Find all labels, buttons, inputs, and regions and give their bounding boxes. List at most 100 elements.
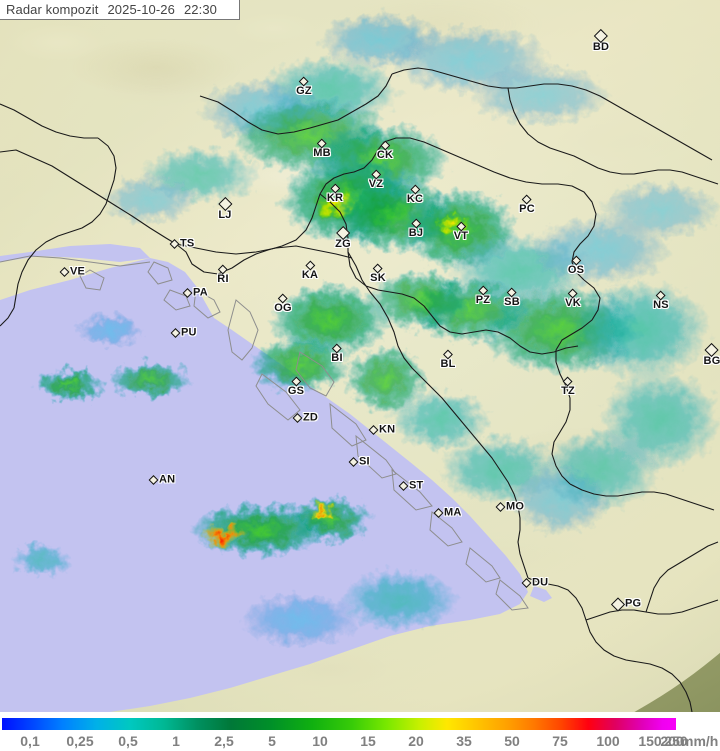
echo-cell	[310, 504, 334, 520]
color-scale-ticks: 0,1 0,25 0,5 1 2,5 5 10 15 20 35 50 75 100 150 200 250 m…	[0, 732, 720, 751]
diamond-icon	[148, 475, 159, 485]
place-marker-ts[interactable]: TS	[169, 237, 195, 250]
place-marker-sb[interactable]: SB	[504, 287, 520, 308]
place-label: MB	[313, 147, 331, 159]
place-marker-lj[interactable]: LJ	[217, 196, 233, 221]
place-marker-bi[interactable]: BI	[331, 343, 343, 364]
place-label: PU	[181, 326, 197, 339]
scale-tick-label: 20	[408, 733, 424, 749]
diamond-icon	[495, 502, 506, 512]
place-marker-kr[interactable]: KR	[327, 183, 343, 204]
place-marker-si[interactable]: SI	[348, 456, 370, 468]
place-label: AN	[159, 473, 176, 486]
place-marker-tz[interactable]: TZ	[561, 376, 575, 397]
place-marker-ve[interactable]: VE	[59, 265, 86, 278]
place-marker-ck[interactable]: CK	[377, 140, 393, 161]
scale-tick-label: 50	[504, 733, 520, 749]
diamond-icon	[610, 596, 626, 612]
diamond-icon	[398, 481, 409, 491]
place-label: GZ	[296, 85, 312, 97]
place-marker-bd[interactable]: BD	[592, 28, 610, 53]
place-marker-ka[interactable]: KA	[301, 260, 319, 281]
scale-tick-label: 1	[172, 733, 180, 749]
diamond-icon	[521, 578, 532, 588]
place-marker-ns[interactable]: NS	[653, 290, 669, 311]
diamond-icon	[368, 425, 379, 435]
place-marker-pa[interactable]: PA	[182, 287, 208, 299]
observation-time: 22:30	[183, 2, 217, 17]
product-title: Radar kompozit	[6, 2, 99, 17]
place-marker-gz[interactable]: GZ	[296, 76, 312, 97]
place-label: BD	[592, 41, 610, 53]
place-marker-mb[interactable]: MB	[313, 138, 331, 159]
place-marker-ri[interactable]: RI	[217, 264, 229, 285]
place-label: RI	[217, 273, 229, 285]
scale-tick-label: 0,5	[118, 733, 138, 749]
place-label: PC	[519, 203, 535, 215]
place-marker-pz[interactable]: PZ	[476, 285, 490, 306]
place-label: BI	[331, 352, 343, 364]
place-label: LJ	[218, 209, 232, 221]
place-label: SB	[504, 296, 520, 308]
place-marker-pg[interactable]: PG	[610, 596, 642, 612]
place-marker-kn[interactable]: KN	[368, 424, 395, 436]
scale-tick-label: 75	[552, 733, 568, 749]
echo-cell	[104, 176, 196, 224]
scale-tick-label: 100	[596, 733, 620, 749]
place-marker-an[interactable]: AN	[148, 473, 176, 486]
place-label: VK	[565, 297, 581, 309]
echo-cell	[470, 65, 610, 125]
echo-cell	[250, 337, 350, 393]
place-marker-mo[interactable]: MO	[495, 501, 524, 513]
place-marker-vz[interactable]: VZ	[369, 169, 383, 190]
place-label: DU	[532, 576, 549, 589]
echo-cell	[240, 594, 360, 646]
place-marker-bl[interactable]: BL	[440, 349, 456, 370]
place-marker-bg[interactable]: BG	[703, 342, 720, 367]
place-marker-sk[interactable]: SK	[370, 263, 386, 284]
place-label: BG	[703, 355, 720, 367]
diamond-icon	[348, 457, 359, 467]
place-label: VT	[453, 230, 469, 242]
place-label: ST	[409, 479, 424, 492]
echo-cell	[346, 346, 426, 414]
place-label: VE	[70, 265, 86, 278]
place-label: TZ	[561, 385, 575, 397]
echo-cell	[10, 544, 70, 576]
place-marker-du[interactable]: DU	[521, 576, 549, 589]
place-marker-og[interactable]: OG	[274, 293, 292, 314]
echo-cell	[370, 270, 470, 330]
place-label: OS	[567, 264, 585, 276]
place-marker-zd[interactable]: ZD	[292, 411, 319, 424]
scale-tick-label: 2,5	[214, 733, 234, 749]
place-label: OG	[274, 302, 292, 314]
place-marker-pc[interactable]: PC	[519, 194, 535, 215]
place-label: BL	[440, 358, 456, 370]
place-marker-gs[interactable]: GS	[288, 376, 304, 397]
radar-map[interactable]: BD GZ MB CK VZ KC LJ KR BJ ZG PC VT TS RI KA SK OS VE PA OG…	[0, 0, 720, 712]
place-label: ZD	[303, 411, 319, 424]
place-marker-bj[interactable]: BJ	[409, 218, 423, 239]
scale-tick-label: 10	[312, 733, 328, 749]
title-bar: Radar kompozit 2025-10-26 22:30	[0, 0, 240, 20]
place-marker-kc[interactable]: KC	[407, 184, 423, 205]
echo-cell	[76, 314, 144, 346]
echo-cell	[390, 390, 490, 450]
place-marker-ma[interactable]: MA	[433, 507, 462, 519]
place-label: TS	[180, 237, 195, 250]
place-marker-pu[interactable]: PU	[170, 326, 197, 339]
place-marker-os[interactable]: OS	[567, 255, 585, 276]
place-marker-vk[interactable]: VK	[565, 288, 581, 309]
diamond-icon	[292, 413, 303, 423]
echo-cell	[202, 525, 242, 545]
echo-cell	[540, 430, 660, 510]
place-label: KA	[301, 269, 319, 281]
place-marker-vt[interactable]: VT	[453, 221, 469, 242]
diamond-icon	[182, 288, 193, 298]
place-marker-zg[interactable]: ZG	[335, 225, 351, 250]
place-label: PG	[625, 597, 642, 610]
diamond-icon	[59, 267, 70, 277]
place-label: ZG	[335, 238, 351, 250]
place-marker-st[interactable]: ST	[398, 479, 424, 492]
